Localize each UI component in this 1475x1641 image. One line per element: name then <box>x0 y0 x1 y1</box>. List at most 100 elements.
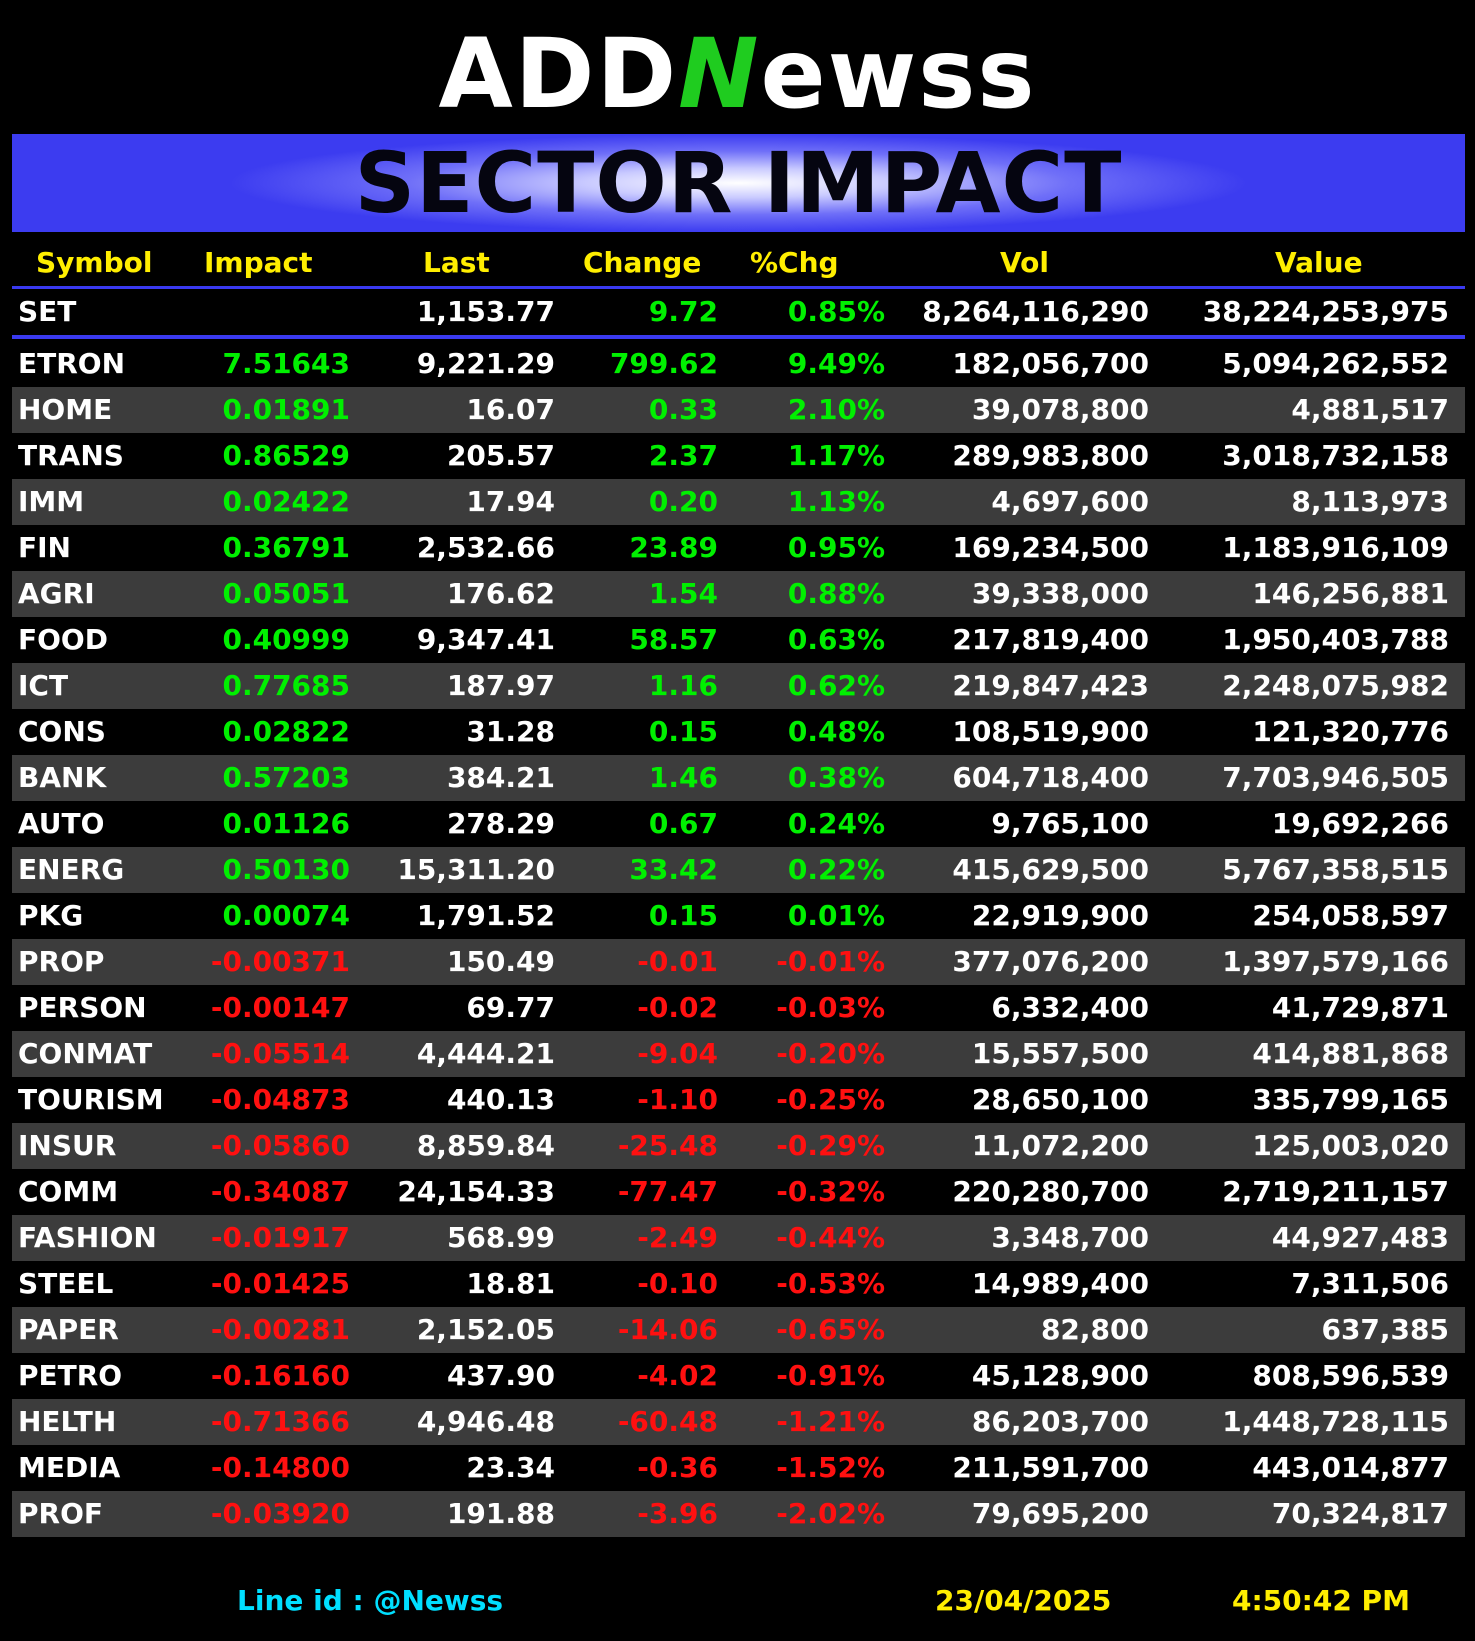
row-symbol: COMM <box>18 1175 119 1208</box>
table-row: TRANS 0.86529 205.57 2.37 1.17% 289,983,800 3,… <box>12 433 1465 479</box>
logo-part-add: ADD <box>438 18 679 130</box>
row-change: -2.49 <box>637 1221 718 1254</box>
row-impact: 0.86529 <box>222 439 350 472</box>
row-value: 19,692,266 <box>1271 807 1449 840</box>
table-row: PETRO -0.16160 437.90 -4.02 -0.91% 45,128,900… <box>12 1353 1465 1399</box>
row-symbol: STEEL <box>18 1267 114 1300</box>
row-volume: 11,072,200 <box>971 1129 1149 1162</box>
row-pct-change: 0.48% <box>787 715 885 748</box>
row-last: 31.28 <box>466 715 555 748</box>
row-change: 58.57 <box>629 623 718 656</box>
row-symbol: TRANS <box>18 439 124 472</box>
row-value: 146,256,881 <box>1252 577 1449 610</box>
header-symbol: Symbol <box>36 246 153 279</box>
row-value: 5,094,262,552 <box>1222 347 1449 380</box>
row-last: 4,946.48 <box>416 1405 555 1438</box>
row-last: 2,152.05 <box>416 1313 555 1346</box>
row-pct-change: -0.25% <box>776 1083 885 1116</box>
row-symbol: ETRON <box>18 347 126 380</box>
row-symbol: HELTH <box>18 1405 117 1438</box>
row-pct-change: -0.29% <box>776 1129 885 1162</box>
row-symbol: AGRI <box>18 577 95 610</box>
table-row: CONMAT -0.05514 4,444.21 -9.04 -0.20% 15,557,… <box>12 1031 1465 1077</box>
table-row: ENERG 0.50130 15,311.20 33.42 0.22% 415,629,5… <box>12 847 1465 893</box>
row-impact: -0.00281 <box>210 1313 350 1346</box>
row-volume: 377,076,200 <box>952 945 1149 978</box>
row-value: 121,320,776 <box>1252 715 1449 748</box>
table-row: COMM -0.34087 24,154.33 -77.47 -0.32% 220,280… <box>12 1169 1465 1215</box>
row-change: 0.33 <box>648 393 718 426</box>
row-change: 0.15 <box>648 715 718 748</box>
row-value: 1,950,403,788 <box>1222 623 1449 656</box>
title-banner: SECTOR IMPACT <box>12 134 1465 232</box>
row-volume: 217,819,400 <box>952 623 1149 656</box>
page-title: SECTOR IMPACT <box>354 134 1123 232</box>
row-last: 437.90 <box>446 1359 555 1392</box>
report-date: 23/04/2025 <box>935 1584 1112 1617</box>
logo-part-ewss: ewss <box>760 18 1037 130</box>
row-impact: -0.71366 <box>210 1405 350 1438</box>
header-volume: Vol <box>1000 246 1049 279</box>
row-change: 0.67 <box>648 807 718 840</box>
table-row: PAPER -0.00281 2,152.05 -14.06 -0.65% 82,800 6… <box>12 1307 1465 1353</box>
row-impact: -0.05514 <box>210 1037 350 1070</box>
row-impact: -0.00371 <box>210 945 350 978</box>
row-value: 637,385 <box>1321 1313 1449 1346</box>
row-symbol: FOOD <box>18 623 108 656</box>
row-pct-change: -0.03% <box>776 991 885 1024</box>
row-volume: 9,765,100 <box>991 807 1149 840</box>
row-pct-change: -1.21% <box>776 1405 885 1438</box>
row-last: 8,859.84 <box>416 1129 555 1162</box>
row-volume: 86,203,700 <box>971 1405 1149 1438</box>
row-change: -0.10 <box>637 1267 718 1300</box>
brand-logo: ADDNewss <box>0 18 1475 130</box>
table-row: FOOD 0.40999 9,347.41 58.57 0.63% 217,819,400… <box>12 617 1465 663</box>
row-value: 808,596,539 <box>1252 1359 1449 1392</box>
table-row: CONS 0.02822 31.28 0.15 0.48% 108,519,900 121,… <box>12 709 1465 755</box>
row-pct-change: -0.53% <box>776 1267 885 1300</box>
row-last: 23.34 <box>466 1451 555 1484</box>
row-pct-change: 0.63% <box>787 623 885 656</box>
row-pct-change: 0.88% <box>787 577 885 610</box>
row-pct-change: 2.10% <box>787 393 885 426</box>
table-row: HELTH -0.71366 4,946.48 -60.48 -1.21% 86,203,… <box>12 1399 1465 1445</box>
row-last: 9,347.41 <box>416 623 555 656</box>
row-change: 1.54 <box>648 577 718 610</box>
row-volume: 3,348,700 <box>991 1221 1149 1254</box>
row-impact: 0.40999 <box>222 623 350 656</box>
header-impact: Impact <box>204 246 313 279</box>
row-change: -14.06 <box>617 1313 718 1346</box>
set-last: 1,153.77 <box>416 295 555 328</box>
row-value: 3,018,732,158 <box>1222 439 1449 472</box>
row-change: 23.89 <box>629 531 718 564</box>
row-value: 7,311,506 <box>1291 1267 1449 1300</box>
row-last: 150.49 <box>446 945 555 978</box>
row-impact: -0.05860 <box>210 1129 350 1162</box>
row-value: 335,799,165 <box>1252 1083 1449 1116</box>
row-last: 191.88 <box>446 1497 555 1530</box>
row-value: 7,703,946,505 <box>1222 761 1449 794</box>
table-row: FASHION -0.01917 568.99 -2.49 -0.44% 3,348,70… <box>12 1215 1465 1261</box>
row-pct-change: -0.44% <box>776 1221 885 1254</box>
row-impact: -0.01917 <box>210 1221 350 1254</box>
row-last: 440.13 <box>446 1083 555 1116</box>
row-value: 254,058,597 <box>1252 899 1449 932</box>
row-value: 2,248,075,982 <box>1222 669 1449 702</box>
table-row: MEDIA -0.14800 23.34 -0.36 -1.52% 211,591,700… <box>12 1445 1465 1491</box>
row-impact: -0.34087 <box>210 1175 350 1208</box>
footer: Line id : @Newss 23/04/2025 4:50:42 PM <box>0 1578 1475 1624</box>
table-row: PROP -0.00371 150.49 -0.01 -0.01% 377,076,200… <box>12 939 1465 985</box>
header-value: Value <box>1275 246 1363 279</box>
row-pct-change: 0.01% <box>787 899 885 932</box>
row-change: 799.62 <box>609 347 718 380</box>
row-change: 2.37 <box>648 439 718 472</box>
table-row: HOME 0.01891 16.07 0.33 2.10% 39,078,800 4,881… <box>12 387 1465 433</box>
row-impact: 0.01126 <box>222 807 350 840</box>
row-volume: 39,078,800 <box>971 393 1149 426</box>
table-row: BANK 0.57203 384.21 1.46 0.38% 604,718,400 7,7… <box>12 755 1465 801</box>
row-change: -9.04 <box>637 1037 718 1070</box>
set-pct-change: 0.85% <box>787 295 885 328</box>
row-impact: -0.16160 <box>210 1359 350 1392</box>
row-symbol: TOURISM <box>18 1083 164 1116</box>
row-change: -77.47 <box>617 1175 718 1208</box>
